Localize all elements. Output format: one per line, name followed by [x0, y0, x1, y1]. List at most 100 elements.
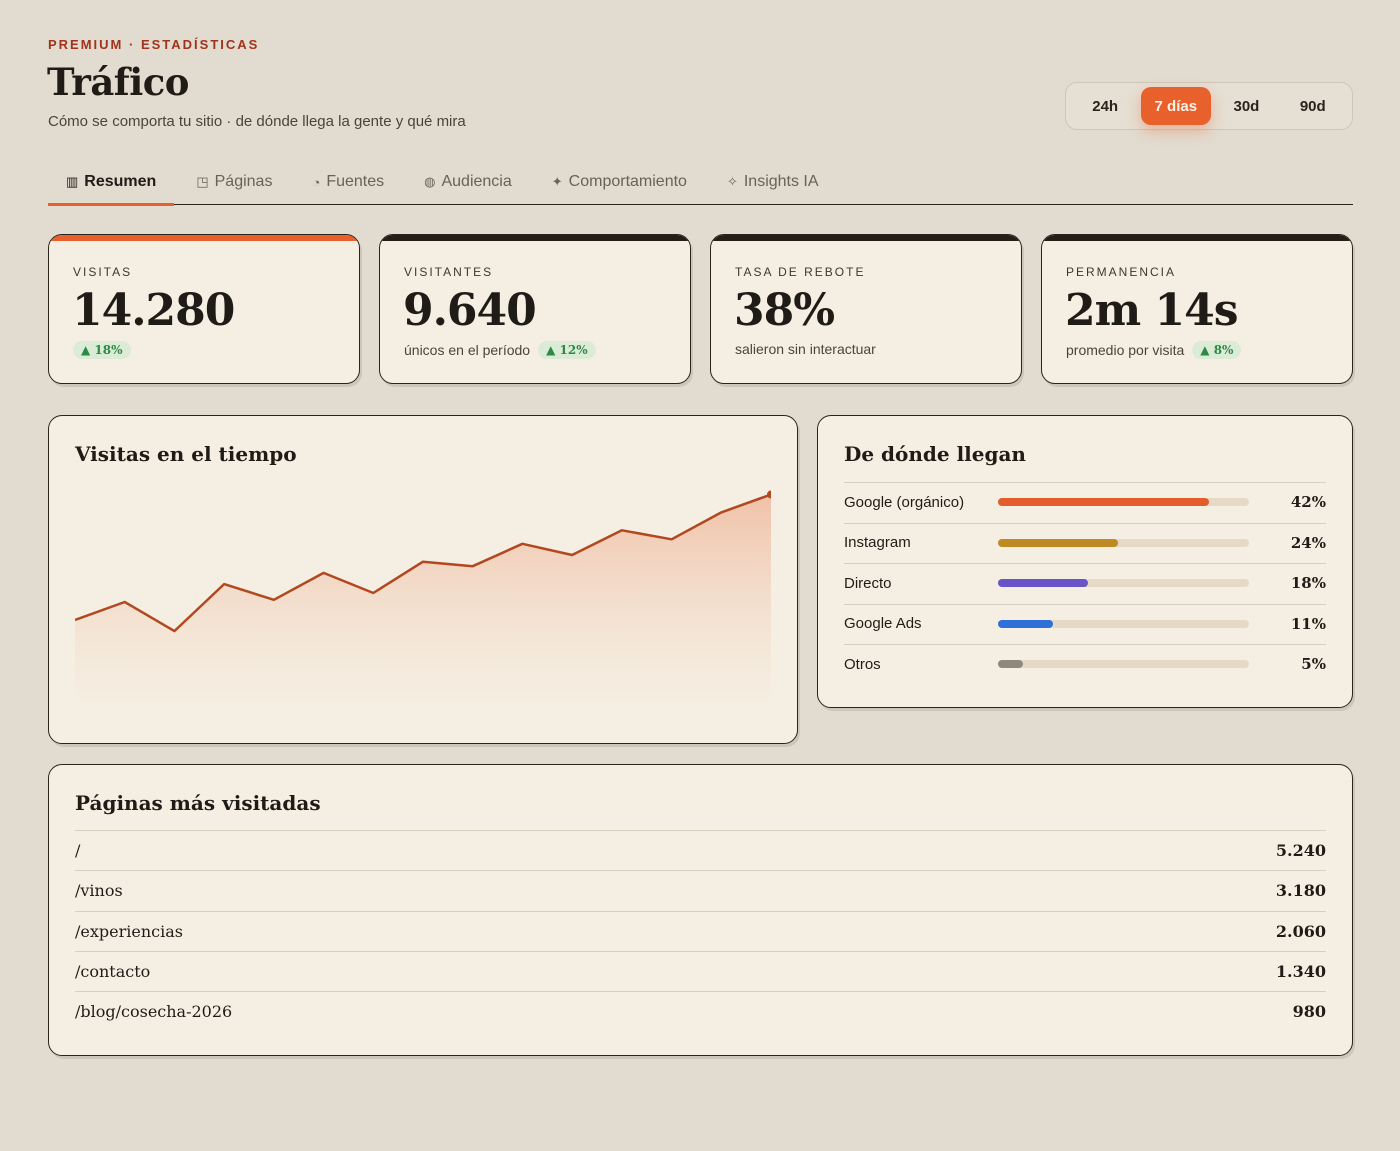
kpi-footer: únicos en el período ▲ 12% [404, 341, 596, 359]
visits-area-chart [75, 490, 771, 718]
sparkle-icon: ✦ [551, 174, 563, 189]
page-path: /vinos [75, 881, 123, 901]
pages-title: Páginas más visitadas [75, 791, 321, 815]
kpi-accent-bar [380, 235, 690, 241]
page-path: /experiencias [75, 921, 183, 941]
kpi-accent-bar [1042, 235, 1352, 241]
source-row: Google (orgánico) 42% [844, 482, 1326, 522]
kpi-card-visitas: VISITAS 14.280 ▲ 18% [48, 234, 360, 384]
source-percent: 18% [1290, 574, 1326, 592]
chart-title: Visitas en el tiempo [75, 442, 297, 466]
range-7d-button[interactable]: 7 días [1140, 87, 1212, 125]
tab-resumen[interactable]: ▥ Resumen [48, 160, 175, 206]
range-30d-button[interactable]: 30d [1233, 97, 1260, 115]
row-divider [844, 482, 1326, 483]
tab-label: Fuentes [326, 173, 385, 190]
tab-comportamiento[interactable]: ✦ Comportamiento [534, 160, 705, 204]
kpi-footer: salieron sin interactuar [735, 341, 876, 357]
range-24h-button[interactable]: 24h [1092, 97, 1119, 115]
page-path: /contacto [75, 961, 151, 981]
row-divider [844, 644, 1326, 645]
source-bar-fill [998, 538, 1119, 547]
chart-area-fill [75, 494, 771, 718]
source-row: Otros 5% [844, 644, 1326, 684]
source-bar-fill [998, 619, 1054, 628]
row-divider [844, 522, 1326, 524]
range-90d-button[interactable]: 90d [1299, 97, 1326, 115]
tab-label: Insights IA [743, 173, 819, 190]
kpi-note: salieron sin interactuar [735, 341, 876, 357]
kpi-value: 9.640 [403, 285, 537, 336]
date-range-selector: 24h 7 días 30d 90d [1065, 82, 1353, 130]
sources-card: De dónde llegan Google (orgánico) 42% Inst… [817, 415, 1353, 708]
tab-bar: ▥ Resumen ◳ Páginas ◔ Fuentes ◍ Audienci… [48, 160, 1353, 206]
table-row[interactable]: / 5.240 [75, 830, 1326, 870]
kpi-footer: promedio por visita ▲ 8% [1066, 341, 1242, 359]
source-percent: 5% [1301, 655, 1326, 673]
source-name: Instagram [844, 534, 911, 551]
source-bar-fill [998, 498, 1209, 506]
page-views: 980 [1292, 1002, 1326, 1022]
top-pages-card: Páginas más visitadas /5.240/vinos 3.180/… [48, 764, 1353, 1056]
sources-title: De dónde llegan [844, 442, 1026, 466]
source-name: Otros [844, 655, 881, 673]
kpi-value: 2m 14s [1065, 285, 1238, 336]
kpi-note: promedio por visita [1066, 342, 1185, 358]
table-row[interactable]: /blog/cosecha-2026 980 [75, 991, 1326, 1031]
tab-label: Resumen [84, 173, 157, 190]
kpi-card-visitantes: VISITANTES 9.640 únicos en el período ▲ … [379, 234, 691, 384]
page-views: 5.240 [1275, 841, 1326, 860]
source-name: Directo [844, 574, 892, 592]
source-name: Google (orgánico) [844, 493, 965, 511]
source-bar-fill [998, 579, 1089, 587]
page-subtitle: Cómo se comporta tu sitio · de dónde lle… [48, 113, 466, 130]
tab-paginas[interactable]: ◳ Páginas [178, 160, 290, 204]
delta-badge: ▲ 18% [73, 341, 131, 359]
row-divider [844, 563, 1326, 564]
tab-insights-ia[interactable]: ✧ Insights IA [709, 160, 837, 204]
layout-icon: ◳ [196, 174, 209, 189]
table-row[interactable]: /experiencias 2.060 [75, 910, 1326, 951]
kpi-accent-bar [49, 235, 359, 241]
kpi-label: TASA DE REBOTE [735, 265, 866, 279]
kpi-label: PERMANENCIA [1066, 265, 1177, 279]
source-bar-track [998, 579, 1249, 587]
delta-badge: ▲ 12% [538, 341, 596, 359]
source-row: Instagram 24% [844, 523, 1326, 563]
source-bar-fill [998, 660, 1024, 668]
source-percent: 42% [1290, 493, 1326, 511]
tab-fuentes[interactable]: ◔ Fuentes [294, 160, 402, 204]
source-bar-track [998, 538, 1249, 547]
row-divider [844, 603, 1326, 605]
kpi-label: VISITANTES [404, 265, 494, 279]
kpi-note: únicos en el período [404, 342, 531, 358]
chart-series-line [75, 493, 771, 633]
page-views: 2.060 [1275, 921, 1326, 941]
kpi-card-rebote: TASA DE REBOTE 38% salieron sin interact… [710, 234, 1022, 384]
eyebrow-label: PREMIUM · ESTADÍSTICAS [48, 37, 260, 52]
chart-point [767, 490, 771, 499]
source-percent: 11% [1290, 614, 1326, 633]
columns-icon: ▥ [66, 174, 79, 189]
page-title: Tráfico [47, 60, 190, 104]
pie-icon: ◔ [312, 174, 321, 190]
kpi-value: 38% [734, 285, 835, 336]
source-row: Google Ads 11% [844, 604, 1326, 644]
source-percent: 24% [1290, 533, 1326, 552]
kpi-footer: ▲ 18% [73, 341, 131, 359]
page-path: /blog/cosecha-2026 [75, 1002, 233, 1022]
source-bar-track [998, 498, 1249, 506]
page-views: 1.340 [1275, 961, 1326, 981]
tab-label: Páginas [214, 173, 273, 190]
table-row[interactable]: /vinos 3.180 [75, 870, 1326, 910]
visits-chart-card: Visitas en el tiempo [48, 415, 798, 744]
table-row[interactable]: /contacto 1.340 [75, 950, 1326, 991]
source-bar-track [998, 660, 1249, 668]
ai-sparkle-icon: ✧ [726, 174, 738, 189]
kpi-accent-bar [711, 235, 1021, 241]
kpi-card-permanencia: PERMANENCIA 2m 14s promedio por visita ▲… [1041, 234, 1353, 384]
delta-badge: ▲ 8% [1192, 341, 1242, 359]
page-path: / [75, 841, 81, 860]
tab-audiencia[interactable]: ◍ Audiencia [406, 160, 530, 204]
audience-icon: ◍ [424, 174, 436, 189]
